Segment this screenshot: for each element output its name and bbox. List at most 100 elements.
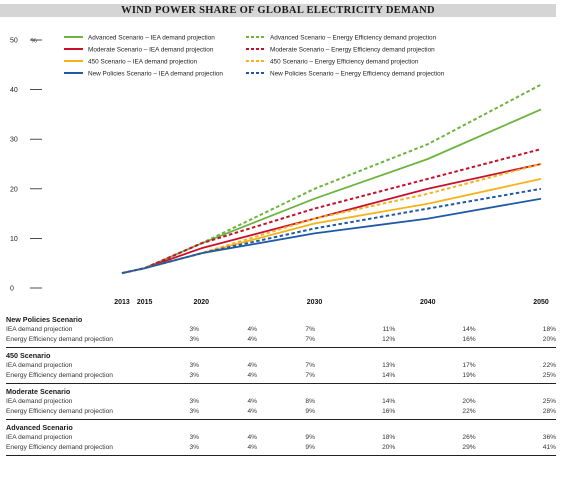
data-table: New Policies Scenario IEA demand projecti… [6,312,556,456]
table-cell: 14% [462,326,476,333]
row-label: IEA demand projection [6,362,73,369]
table-cell: 3% [189,372,199,379]
table-cell: 4% [247,326,257,333]
table-cell: 14% [382,372,396,379]
row-label: IEA demand projection [6,326,73,333]
scenario-header-row: 450 Scenario [6,348,556,362]
table-cell: 3% [189,408,199,415]
row-divider [6,345,556,348]
legend-label: Moderate Scenario – Energy Efficiency de… [270,46,435,53]
chart-legend: Advanced Scenario – IEA demand projectio… [64,34,445,77]
scenario-header-row: New Policies Scenario [6,312,556,325]
table-cell: 16% [462,336,476,343]
divider-line [6,345,556,348]
table-cell: 3% [189,336,199,343]
table-cell: 19% [462,372,476,379]
x-tick-label: 2020 [193,299,209,306]
table-cell: 11% [382,326,396,333]
table-cell: 18% [542,326,556,333]
legend-label: Advanced Scenario – IEA demand projectio… [88,34,215,41]
y-tick-label: 10 [10,236,18,243]
table-cell: 7% [305,326,315,333]
table-cell: 12% [382,336,396,343]
table-cell: 4% [247,362,257,369]
row-label: Energy Efficiency demand projection [6,408,113,415]
x-tick-label: 2050 [533,299,549,306]
table-cell: 41% [542,444,556,451]
series-layer [121,83,542,275]
table-cell: 22% [542,362,556,369]
table-cell: 18% [382,434,396,441]
table-cell: 3% [189,398,199,405]
table-cell: 28% [542,408,556,415]
legend-label: 450 Scenario – IEA demand projection [88,58,198,65]
table-cell: 13% [382,362,396,369]
table-cell: 4% [247,434,257,441]
scenario-header-row: Moderate Scenario [6,384,556,398]
table-cell: 17% [462,362,476,369]
table-cell: 25% [542,398,556,405]
row-label: Energy Efficiency demand projection [6,336,113,343]
y-tick-label: 20 [10,186,18,193]
table-cell: 3% [189,444,199,451]
x-tick-label: 2013 [114,299,130,306]
table-cell: 4% [247,336,257,343]
chart-title: WIND POWER SHARE OF GLOBAL ELECTRICITY D… [0,4,556,17]
table-cell: 3% [189,434,199,441]
series-line [121,197,542,274]
table-row: Energy Efficiency demand projection 3% 4% 9… [6,407,556,417]
table-cell: 29% [462,444,476,451]
table-row: IEA demand projection 3% 4% 7% 13% 17% 22% [6,361,556,371]
legend-label: Moderate Scenario – IEA demand projectio… [88,46,214,53]
table-cell: 36% [542,434,556,441]
table-cell: 4% [247,444,257,451]
table-row: IEA demand projection 3% 4% 7% 11% 14% 18% [6,325,556,335]
table-cell: 9% [305,434,315,441]
series-line [121,187,542,275]
scenario-header-row: Advanced Scenario [6,420,556,434]
row-label: IEA demand projection [6,398,73,405]
y-axis-unit: % [31,38,37,45]
table-cell: 20% [542,336,556,343]
divider-line [6,381,556,384]
x-tick-label: 2030 [307,299,323,306]
series-line [121,83,542,275]
row-label: Energy Efficiency demand projection [6,444,113,451]
row-label: IEA demand projection [6,434,73,441]
row-divider [6,381,556,384]
table-cell: 16% [382,408,396,415]
table-row: IEA demand projection 3% 4% 8% 14% 20% 25% [6,397,556,407]
scenario-name: New Policies Scenario [6,315,83,324]
table-cell: 8% [305,398,315,405]
table-cell: 3% [189,362,199,369]
series-line [121,108,542,274]
table-row: IEA demand projection 3% 4% 9% 18% 26% 36% [6,433,556,443]
table-cell: 4% [247,408,257,415]
y-tick-label: 40 [10,87,18,94]
divider-line [6,417,556,420]
scenario-name: Moderate Scenario [6,387,71,396]
x-tick-label: 2015 [137,299,153,306]
row-label: Energy Efficiency demand projection [6,372,113,379]
table-row: Energy Efficiency demand projection 3% 4% 7… [6,371,556,381]
table-cell: 20% [462,398,476,405]
row-divider [6,453,556,456]
legend-label: 450 Scenario – Energy Efficiency demand … [270,58,419,65]
scenario-name: 450 Scenario [6,351,51,360]
table-cell: 7% [305,362,315,369]
table-cell: 25% [542,372,556,379]
table-cell: 4% [247,372,257,379]
table-cell: 7% [305,336,315,343]
table-cell: 7% [305,372,315,379]
legend-label: New Policies Scenario – IEA demand proje… [88,70,223,77]
table-cell: 20% [382,444,396,451]
x-tick-label: 2040 [420,299,436,306]
table-row: Energy Efficiency demand projection 3% 4% 7… [6,335,556,345]
scenario-name: Advanced Scenario [6,423,73,432]
table-cell: 4% [247,398,257,405]
table-cell: 26% [462,434,476,441]
legend-label: New Policies Scenario – Energy Efficienc… [270,70,445,77]
y-tick-label: 30 [10,137,18,144]
